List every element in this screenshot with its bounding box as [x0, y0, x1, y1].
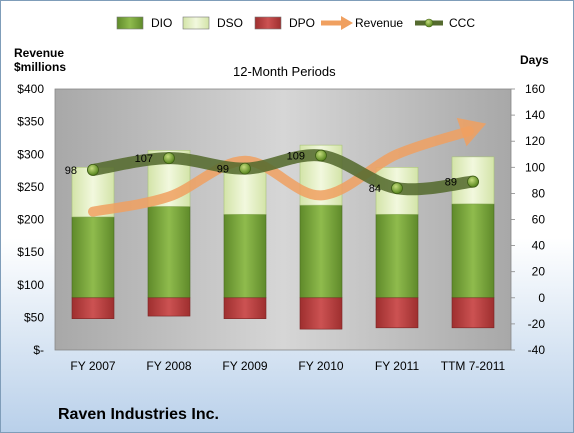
right-axis-tick-label: 20 — [532, 265, 546, 279]
x-axis-category-label: FY 2009 — [222, 359, 267, 373]
ccc-layer: 98 107 99 109 84 89 — [65, 149, 479, 196]
ccc-point — [315, 149, 327, 162]
left-axis-title-line1: Revenue — [14, 46, 65, 60]
legend-label: DIO — [151, 16, 172, 30]
dpo-bar — [71, 297, 115, 319]
legend-revenue-arrowhead — [341, 16, 353, 30]
ccc-data-label: 107 — [135, 153, 153, 165]
right-axis-tick-label: -20 — [528, 317, 546, 331]
revenue-arrowhead — [456, 117, 487, 147]
right-axis-tick-label: 160 — [525, 82, 545, 96]
right-axis-tick-label: 60 — [532, 213, 546, 227]
ccc-point — [391, 182, 403, 195]
ccc-point — [467, 175, 479, 188]
ccc-data-label: 99 — [217, 164, 229, 176]
bars-layer — [71, 144, 495, 330]
plot-background — [54, 88, 512, 351]
dpo-bar — [299, 297, 343, 330]
legend-label: DSO — [217, 16, 243, 30]
right-axis-tick-label: 100 — [525, 160, 545, 174]
ccc-point — [87, 164, 99, 176]
ccc-data-label: 98 — [65, 165, 77, 177]
x-axis-category-label: FY 2010 — [298, 359, 343, 373]
right-axis-tick-label: -40 — [528, 343, 546, 357]
x-axis-category-label: FY 2007 — [70, 359, 115, 373]
ccc-data-label: 109 — [287, 151, 305, 163]
ccc-line — [87, 149, 479, 196]
dio-bar — [451, 203, 495, 299]
ccc-data-label: 84 — [369, 183, 381, 195]
axes-layer: $- $50 $100 $150 $200 $250 $300 $350 $400 -40 -20 0… — [17, 82, 545, 373]
dio-bar — [147, 206, 191, 299]
plot-area — [54, 88, 512, 351]
right-axis-tick-label: 140 — [525, 108, 545, 122]
chart-title: 12-Month Periods — [233, 64, 336, 79]
revenue-line — [88, 126, 474, 217]
right-axis-tick-label: 120 — [525, 134, 545, 148]
dpo-bar — [147, 297, 191, 317]
legend-dso-swatch — [182, 16, 210, 30]
dpo-bar — [375, 297, 419, 329]
x-axis-category-label: TTM 7-2011 — [441, 359, 506, 373]
legend-label: Revenue — [355, 16, 403, 30]
left-axis-tick-label: $150 — [17, 245, 44, 259]
right-axis-tick-label: 40 — [532, 239, 546, 253]
legend-dio-swatch — [116, 16, 144, 30]
legend: DIO DSO DPO Revenue CCC — [116, 16, 475, 30]
left-axis-tick-label: $- — [33, 343, 44, 357]
left-axis-tick-label: $200 — [17, 213, 44, 227]
dio-bar — [223, 213, 267, 299]
x-axis-category-label: FY 2008 — [146, 359, 191, 373]
revenue-layer — [88, 117, 487, 217]
ccc-data-label: 89 — [445, 177, 457, 189]
left-axis-tick-label: $350 — [17, 115, 44, 129]
dio-bar — [71, 216, 115, 299]
left-axis-tick-label: $250 — [17, 180, 44, 194]
ccc-point — [239, 162, 251, 175]
company-name: Raven Industries Inc. — [58, 406, 219, 423]
right-axis-tick-label: 0 — [538, 291, 545, 305]
left-axis-tick-label: $400 — [17, 82, 44, 96]
legend-dpo-swatch — [254, 16, 282, 30]
left-axis-tick-label: $300 — [17, 147, 44, 161]
dio-bar — [299, 204, 343, 299]
legend-label: DPO — [289, 16, 315, 30]
right-axis-tick-label: 80 — [532, 186, 546, 200]
dpo-bar — [451, 297, 495, 329]
legend-ccc-marker — [424, 18, 434, 28]
right-axis-title: Days — [520, 53, 549, 67]
legend-label: CCC — [449, 16, 475, 30]
x-axis-category-label: FY 2011 — [375, 359, 420, 373]
ccc-point — [163, 152, 175, 165]
dio-bar — [375, 213, 419, 299]
left-axis-tick-label: $50 — [24, 310, 44, 324]
dpo-bar — [223, 297, 267, 319]
left-axis-tick-label: $100 — [17, 278, 44, 292]
left-axis-title-line2: $millions — [14, 60, 67, 74]
